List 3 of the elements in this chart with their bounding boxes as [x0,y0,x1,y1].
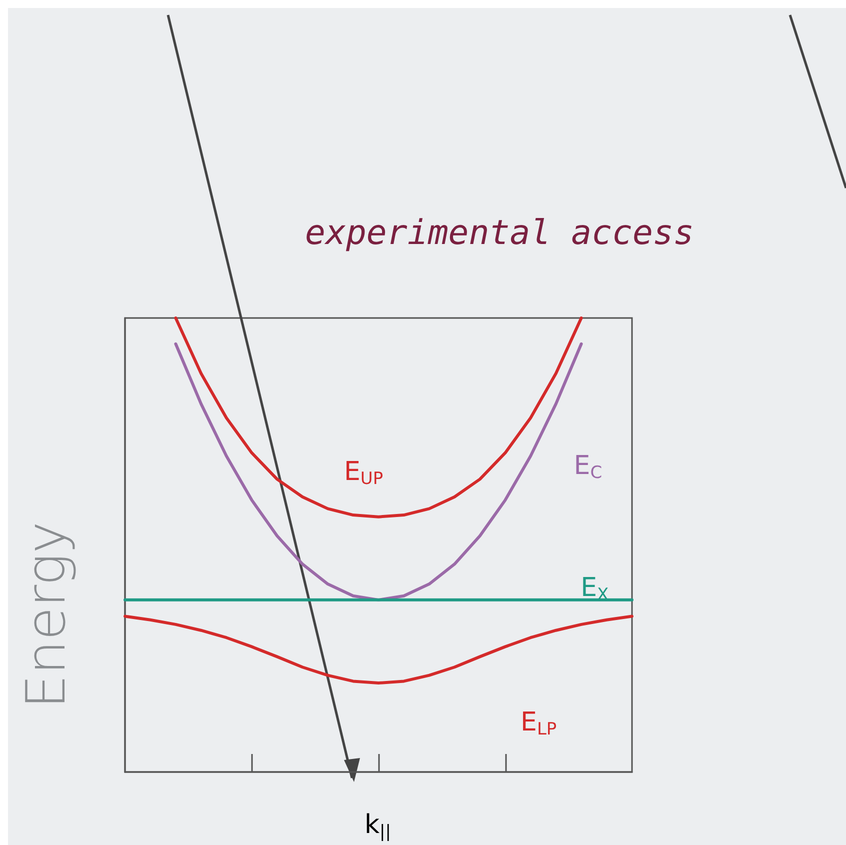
y-axis-title: Energy [14,521,78,709]
x-axis-title: k|| [364,810,392,842]
text: experimental access [305,213,694,253]
